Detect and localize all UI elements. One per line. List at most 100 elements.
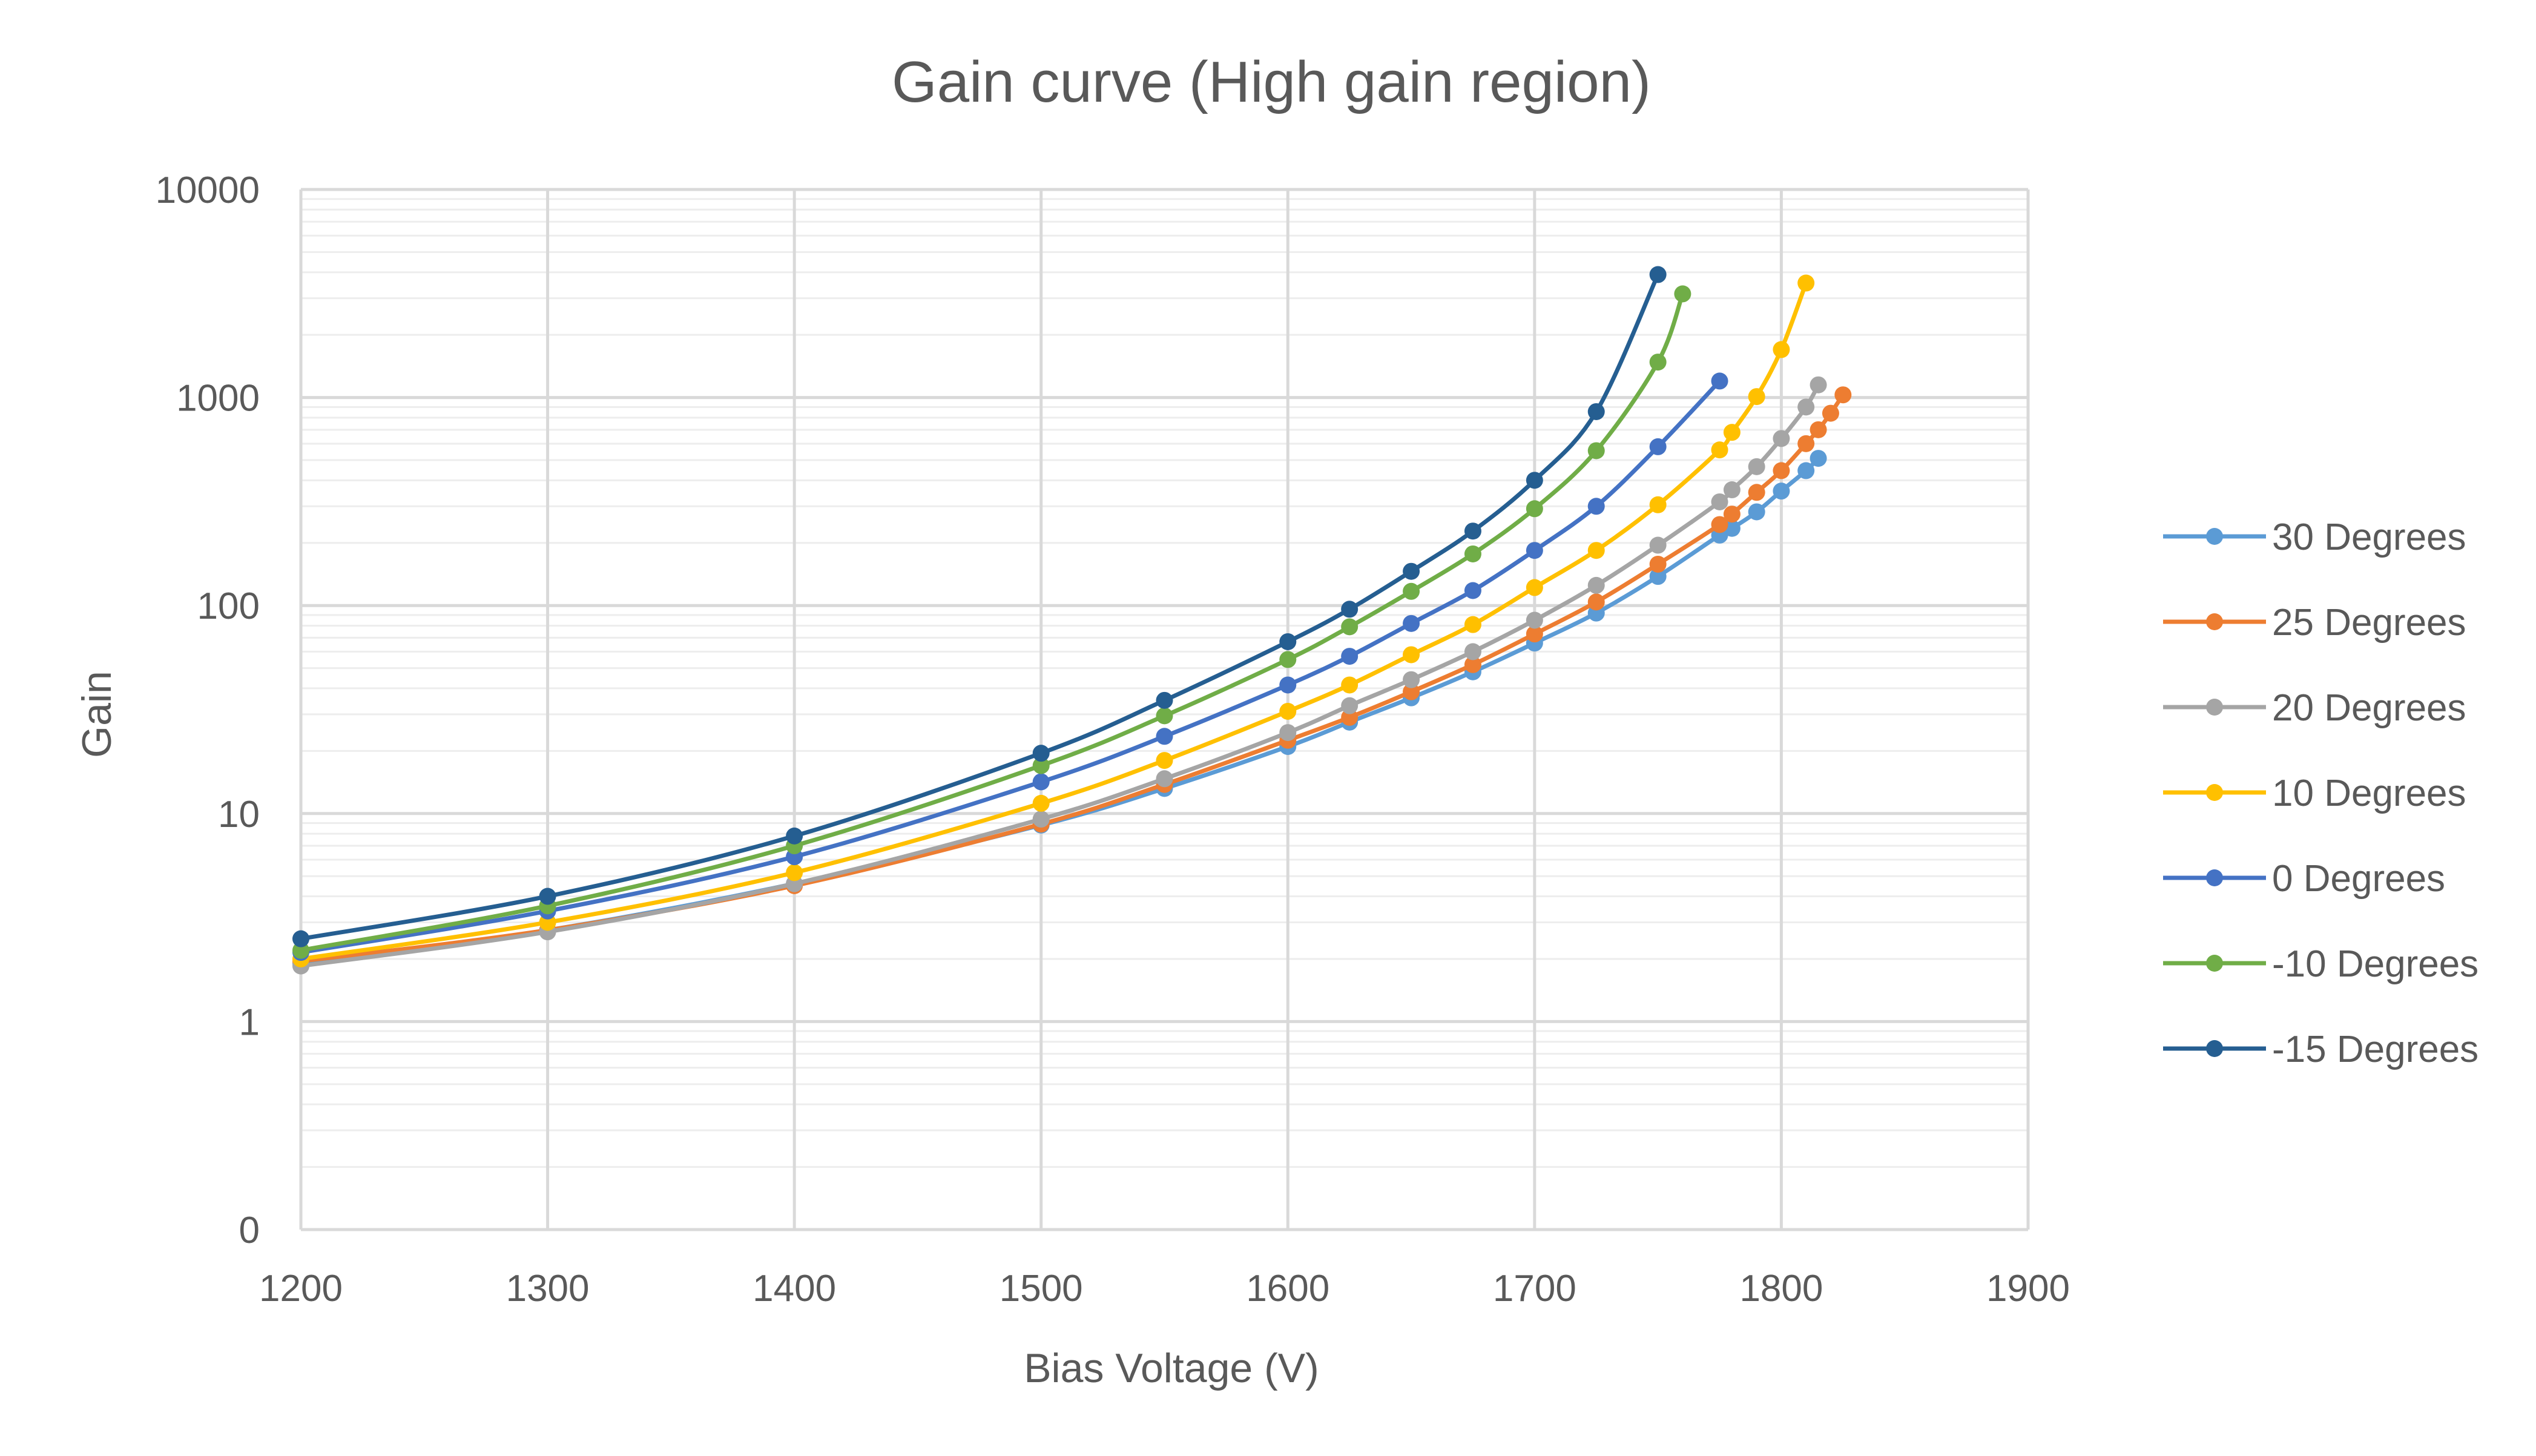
y-tick-label: 10 [218, 794, 260, 835]
data-point-10-degrees [1279, 702, 1297, 720]
legend-item: -10 Degrees [2163, 943, 2478, 985]
data-point-25-degrees [1341, 708, 1359, 726]
data-point-10-degrees [1587, 542, 1605, 559]
data-point-10-degrees [1773, 341, 1790, 358]
minor-gridlines [301, 198, 2028, 1168]
data-point-15-degrees [1341, 601, 1359, 618]
data-point-10-degrees [1587, 442, 1605, 460]
series-10-degrees [292, 274, 1815, 967]
x-tick-label: 1400 [753, 1268, 836, 1309]
y-tick-label: 100 [197, 585, 260, 627]
data-point-15-degrees [1464, 522, 1481, 540]
data-point-25-degrees [1773, 462, 1790, 479]
data-point-15-degrees [1156, 691, 1173, 709]
y-tick-label: 1000 [176, 378, 260, 420]
legend-marker [2206, 784, 2223, 801]
data-point-30-degrees [1773, 483, 1790, 500]
legend-label: 10 Degrees [2272, 772, 2466, 814]
data-point-10-degrees [1341, 618, 1359, 636]
data-point-0-degrees [1526, 542, 1543, 559]
x-tick-label: 1700 [1493, 1268, 1576, 1309]
data-point-0-degrees [1587, 498, 1605, 515]
data-point-25-degrees [1587, 593, 1605, 611]
data-point-10-degrees [1279, 651, 1297, 668]
data-point-20-degrees [1723, 481, 1741, 499]
data-point-10-degrees [1526, 579, 1543, 596]
series-line-0-degrees [298, 378, 1722, 955]
data-point-15-degrees [292, 930, 309, 947]
data-point-10-degrees [1156, 707, 1173, 725]
legend-item: 0 Degrees [2163, 858, 2445, 900]
legend-item: 20 Degrees [2163, 687, 2466, 729]
data-point-15-degrees [1403, 562, 1420, 580]
data-point-10-degrees [786, 864, 803, 881]
data-point-20-degrees [1032, 811, 1050, 828]
x-tick-label: 1600 [1246, 1268, 1329, 1309]
legend-item: 10 Degrees [2163, 772, 2466, 814]
x-axis-title: Bias Voltage (V) [1024, 1345, 1319, 1391]
data-point-0-degrees [1279, 676, 1297, 694]
y-tick-label: 0 [239, 1210, 260, 1251]
x-tick-label: 1300 [506, 1268, 590, 1309]
data-point-30-degrees [1649, 568, 1667, 585]
legend-marker [2206, 1040, 2223, 1057]
data-point-20-degrees [1810, 376, 1827, 394]
data-point-20-degrees [1748, 458, 1765, 475]
legend-marker [2206, 613, 2223, 630]
data-point-10-degrees [1723, 424, 1741, 441]
data-point-10-degrees [1156, 752, 1173, 769]
data-point-15-degrees [539, 888, 556, 905]
data-point-20-degrees [1341, 697, 1359, 714]
data-point-25-degrees [1797, 435, 1815, 452]
x-tick-label: 1500 [1000, 1268, 1083, 1309]
data-point-10-degrees [1032, 794, 1050, 812]
x-axis-tick-labels: 1200 1300 1400 1500 1600 1700 1800 1900 [259, 1268, 2070, 1309]
legend-label: 30 Degrees [2272, 516, 2466, 558]
legend-label: 25 Degrees [2272, 602, 2466, 644]
data-point-15-degrees [1587, 403, 1605, 420]
legend: 30 Degrees 25 Degrees 20 Degrees 10 Degrees… [2163, 516, 2478, 1070]
data-point-10-degrees [1032, 757, 1050, 774]
data-point-25-degrees [1822, 404, 1839, 422]
data-point-30-degrees [1797, 462, 1815, 479]
data-point-20-degrees [1587, 576, 1605, 594]
y-axis-tick-labels: 0 1 10 100 1000 10000 [156, 170, 260, 1251]
data-point-0-degrees [1711, 372, 1728, 390]
data-point-0-degrees [1464, 582, 1481, 599]
series-15-degrees [292, 266, 1667, 947]
data-point-15-degrees [1279, 633, 1297, 650]
legend-label: 0 Degrees [2272, 858, 2445, 900]
data-point-10-degrees [1649, 496, 1667, 513]
data-point-20-degrees [1797, 398, 1815, 416]
data-point-10-degrees [1341, 676, 1359, 694]
data-point-25-degrees [1748, 484, 1765, 501]
data-point-25-degrees [1403, 683, 1420, 700]
chart-title: Gain curve (High gain region) [892, 50, 1651, 114]
data-point-20-degrees [1464, 643, 1481, 660]
data-point-0-degrees [1403, 614, 1420, 632]
data-point-10-degrees [1748, 388, 1765, 406]
data-point-10-degrees [1526, 500, 1543, 518]
legend-item: -15 Degrees [2163, 1029, 2478, 1070]
legend-label: -15 Degrees [2272, 1029, 2478, 1070]
data-point-30-degrees [1810, 450, 1827, 467]
data-point-20-degrees [1279, 724, 1297, 742]
data-point-0-degrees [1649, 438, 1667, 455]
data-point-10-degrees [1649, 354, 1667, 371]
data-point-0-degrees [1156, 728, 1173, 745]
legend-label: -10 Degrees [2272, 943, 2478, 985]
data-point-0-degrees [1032, 773, 1050, 791]
data-point-0-degrees [1341, 648, 1359, 665]
data-point-15-degrees [1032, 745, 1050, 762]
data-point-20-degrees [1403, 671, 1420, 688]
x-tick-label: 1200 [259, 1268, 343, 1309]
data-point-10-degrees [1403, 646, 1420, 664]
data-point-30-degrees [1748, 503, 1765, 521]
data-point-10-degrees [1797, 274, 1815, 292]
data-point-15-degrees [1526, 472, 1543, 489]
data-point-20-degrees [1156, 770, 1173, 788]
data-point-15-degrees [786, 827, 803, 845]
